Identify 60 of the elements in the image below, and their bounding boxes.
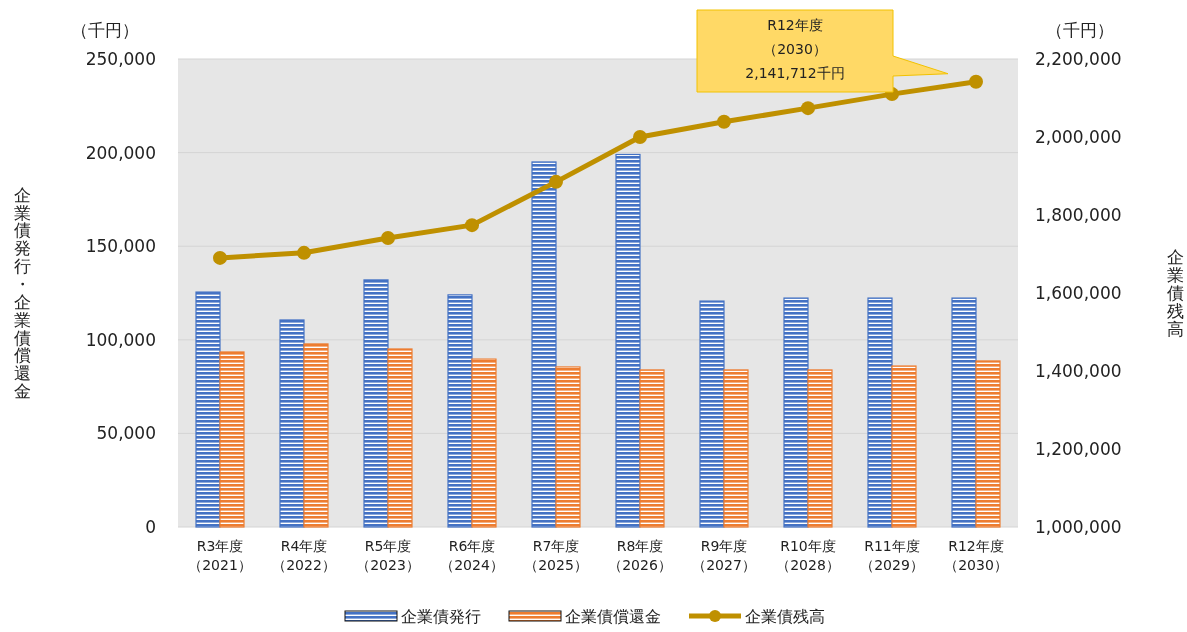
y-tick-label: 250,000 xyxy=(85,49,156,69)
bar xyxy=(807,369,833,528)
y2-tick-label: 1,200,000 xyxy=(1035,439,1122,459)
y-tick-label: 200,000 xyxy=(85,142,156,163)
point xyxy=(381,231,395,246)
y2-tick-label: 1,800,000 xyxy=(1035,205,1122,225)
y2-tick-label: 1,600,000 xyxy=(1035,283,1122,303)
bar xyxy=(387,348,413,528)
text: 企業債発行・企業債償還金 xyxy=(13,184,31,402)
text: （千円） xyxy=(71,20,139,40)
legend-label: 企業債発行 xyxy=(401,607,481,626)
y-tick-label: 50,000 xyxy=(96,423,156,444)
x-tick-label: R11年度（2029） xyxy=(860,538,924,573)
bar xyxy=(975,360,1001,528)
x-tick-label: R10年度（2028） xyxy=(776,538,840,573)
bar xyxy=(783,297,809,528)
bar xyxy=(471,358,497,528)
bar xyxy=(555,366,581,528)
y-tick-label: 150,000 xyxy=(85,236,156,257)
x-tick-label: R8年度（2026） xyxy=(608,538,672,573)
bar xyxy=(219,351,245,528)
point xyxy=(969,74,983,89)
bar xyxy=(951,297,977,528)
x-tick-label: R12年度（2030） xyxy=(944,538,1008,573)
y2-tick-label: 2,200,000 xyxy=(1035,49,1122,69)
bar xyxy=(723,369,749,528)
bar xyxy=(195,291,221,528)
bar xyxy=(615,153,641,528)
bar xyxy=(891,365,917,528)
y2-tick-label: 1,400,000 xyxy=(1035,361,1122,381)
y2-tick-label: 1,000,000 xyxy=(1035,517,1122,537)
bar xyxy=(699,300,725,528)
x-tick-label: R9年度（2027） xyxy=(692,538,756,573)
x-tick-label: R3年度（2021） xyxy=(188,538,252,573)
annotation: R12年度（2030）2,141,712千円 xyxy=(745,17,845,81)
bar xyxy=(363,279,389,528)
x-tick-label: R6年度（2024） xyxy=(440,538,504,573)
bar xyxy=(639,369,665,528)
y2-axis-title: 企業債残高 xyxy=(1166,247,1184,339)
y-tick-label: 100,000 xyxy=(85,329,156,350)
point xyxy=(297,245,311,260)
point xyxy=(633,130,647,144)
x-tick-label: R7年度（2025） xyxy=(524,538,588,573)
bar xyxy=(531,161,557,528)
point xyxy=(549,174,563,189)
bar xyxy=(867,297,893,528)
point xyxy=(465,218,479,233)
text: （千円） xyxy=(1046,20,1114,40)
legend-label: 企業債償還金 xyxy=(565,607,661,626)
bar xyxy=(303,343,329,528)
y-tick-label: 0 xyxy=(145,517,156,537)
point xyxy=(801,101,815,116)
point xyxy=(213,250,227,265)
legend-label: 企業債残高 xyxy=(745,607,825,626)
bar xyxy=(447,294,473,528)
x-tick-label: R5年度（2023） xyxy=(356,538,420,573)
point xyxy=(717,114,731,129)
bar xyxy=(279,319,305,528)
x-tick-label: R4年度（2022） xyxy=(272,538,336,573)
y2-tick-label: 2,000,000 xyxy=(1035,127,1122,147)
